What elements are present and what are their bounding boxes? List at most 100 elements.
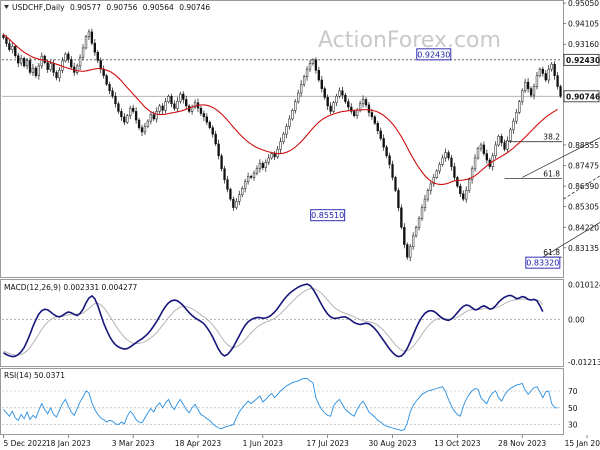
candle bbox=[335, 95, 338, 103]
candle bbox=[544, 73, 547, 81]
candle bbox=[137, 119, 141, 128]
candle bbox=[326, 97, 329, 107]
candle bbox=[96, 52, 99, 61]
candle bbox=[161, 105, 164, 111]
candle bbox=[462, 193, 465, 200]
candle bbox=[423, 198, 427, 209]
candle bbox=[252, 172, 256, 178]
candle bbox=[146, 120, 150, 127]
x-tick-label: 18 Apr 2023 bbox=[175, 439, 222, 448]
y-tick-label: 0.95050 bbox=[568, 0, 599, 8]
quote-open: 0.90577 bbox=[70, 3, 101, 12]
candle bbox=[450, 157, 453, 167]
candle bbox=[232, 198, 235, 208]
candle bbox=[176, 100, 179, 109]
channel-upper-line bbox=[522, 137, 600, 178]
fib-label: 61.8 bbox=[543, 170, 560, 179]
candle bbox=[205, 116, 209, 123]
candle bbox=[11, 46, 14, 50]
chevron-down-icon[interactable] bbox=[4, 5, 9, 9]
candle bbox=[285, 126, 288, 135]
candle bbox=[217, 143, 220, 157]
candle bbox=[291, 110, 294, 120]
candle bbox=[84, 36, 88, 49]
candle bbox=[553, 63, 556, 76]
candle bbox=[282, 133, 285, 142]
candle bbox=[58, 69, 61, 79]
candle bbox=[441, 157, 444, 165]
candle bbox=[243, 181, 247, 189]
candle bbox=[185, 99, 188, 107]
candle bbox=[317, 69, 321, 81]
candle bbox=[299, 84, 303, 94]
candle bbox=[320, 79, 323, 89]
candle bbox=[344, 94, 347, 102]
fib-label: 61.8 bbox=[543, 248, 560, 257]
x-tick-label: 13 Oct 2023 bbox=[434, 439, 481, 448]
candle bbox=[22, 58, 26, 67]
candle bbox=[388, 155, 391, 165]
candle bbox=[211, 127, 214, 135]
candle bbox=[485, 153, 489, 161]
candle bbox=[417, 218, 421, 228]
candle bbox=[270, 153, 273, 159]
candle bbox=[332, 102, 335, 112]
rsi-line bbox=[3, 377, 558, 431]
candle bbox=[140, 127, 144, 133]
candle bbox=[52, 63, 55, 73]
candle bbox=[126, 115, 129, 123]
candle bbox=[258, 163, 262, 170]
y-tick-label: 0.86390 bbox=[568, 182, 599, 191]
candle bbox=[67, 53, 70, 60]
candle bbox=[382, 138, 385, 148]
macd-tick-label: 0.010124 bbox=[568, 280, 600, 289]
candle bbox=[105, 75, 108, 85]
candle bbox=[509, 129, 512, 141]
candle bbox=[8, 43, 11, 50]
candle bbox=[391, 164, 394, 178]
candle bbox=[87, 31, 91, 37]
candle bbox=[108, 84, 111, 92]
y-tick-label: 0.84220 bbox=[568, 223, 599, 232]
candle bbox=[182, 93, 185, 100]
dotted-level-badge-box bbox=[563, 53, 600, 66]
candle bbox=[406, 244, 409, 258]
candle bbox=[438, 164, 441, 172]
candle bbox=[435, 170, 438, 178]
candle bbox=[447, 152, 450, 159]
candle bbox=[370, 112, 374, 118]
candle bbox=[526, 81, 530, 89]
x-tick-label: 17 Jul 2023 bbox=[306, 439, 349, 448]
candle bbox=[444, 152, 447, 159]
candle bbox=[311, 59, 315, 64]
candle bbox=[341, 90, 344, 96]
x-tick-label: 5 Dec 2022 bbox=[3, 439, 46, 448]
candle bbox=[456, 177, 459, 187]
dotted-level-badge-label: 0.92430 bbox=[566, 56, 600, 65]
price-annotation-label: 0.85510 bbox=[311, 211, 344, 220]
current-price-badge-box bbox=[563, 90, 600, 103]
quote-low: 0.90564 bbox=[143, 3, 174, 12]
candle bbox=[403, 227, 406, 245]
candle bbox=[99, 60, 102, 70]
candle bbox=[164, 101, 167, 111]
price-annotation-box bbox=[310, 209, 346, 222]
candle bbox=[338, 90, 341, 97]
candle bbox=[223, 168, 226, 180]
candle bbox=[521, 90, 524, 102]
rsi-layer: 70 50 30 bbox=[2, 377, 578, 431]
candle bbox=[158, 105, 161, 112]
candle bbox=[149, 114, 153, 122]
candle bbox=[494, 144, 497, 157]
candle bbox=[547, 68, 550, 81]
x-tick-label: 3 Mar 2023 bbox=[112, 439, 155, 448]
candle bbox=[503, 142, 506, 150]
candle bbox=[235, 201, 238, 208]
x-tick-label: 18 Jan 2023 bbox=[46, 439, 91, 448]
svg-text:USDCHF,Daily 0.90577 0: USDCHF,Daily 0.90577 0.90756 0.90564 0.9… bbox=[12, 3, 210, 12]
candle bbox=[361, 99, 365, 105]
candle bbox=[238, 194, 241, 202]
candle bbox=[500, 136, 503, 144]
candle bbox=[267, 157, 270, 163]
